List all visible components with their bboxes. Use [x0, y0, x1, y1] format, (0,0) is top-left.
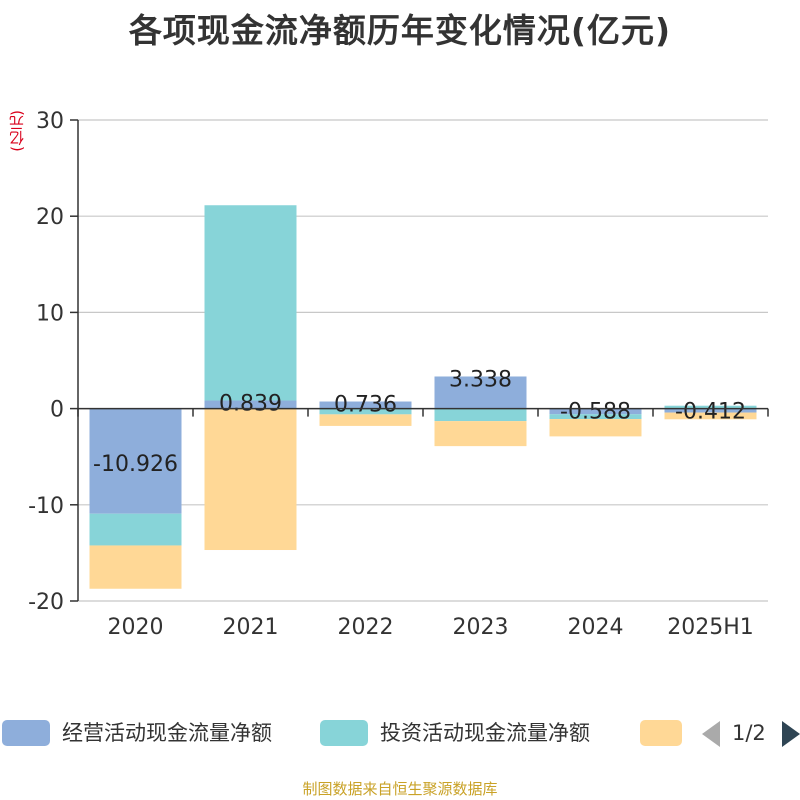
data-label-operating-2022: 0.736 — [334, 393, 397, 418]
legend-label-operating: 经营活动现金流量净额 — [62, 721, 272, 745]
legend-item-third-series[interactable] — [640, 716, 690, 750]
bar-third-series-2024[interactable] — [549, 419, 642, 437]
bar-operating-2024[interactable] — [549, 408, 642, 415]
bar-third-series-2021[interactable] — [204, 408, 297, 551]
y-tick-label: -20 — [28, 590, 64, 615]
y-tick-label: 20 — [36, 205, 64, 230]
x-tick-label: 2025H1 — [667, 615, 754, 640]
source-note: 制图数据来自恒生聚源数据库 — [302, 780, 498, 798]
x-tick-label: 2022 — [338, 615, 394, 640]
bar-operating-2025H1[interactable] — [664, 408, 757, 413]
bar-operating-2023[interactable] — [434, 376, 527, 409]
x-tick-label: 2020 — [108, 615, 164, 640]
data-label-operating-2021: 0.839 — [219, 392, 282, 417]
legend-swatch-investing — [320, 720, 368, 746]
legend-item-investing[interactable]: 投资活动现金流量净额 — [320, 716, 620, 750]
data-label-operating-2024: -0.588 — [560, 400, 631, 425]
bar-third-series-2023[interactable] — [434, 421, 527, 447]
x-tick-label: 2021 — [223, 615, 279, 640]
y-tick-label: 30 — [36, 109, 64, 134]
chart-title: 各项现金流净额历年变化情况(亿元) — [128, 11, 672, 50]
legend-swatch-third-series — [640, 720, 682, 746]
bar-third-series-2020[interactable] — [89, 545, 182, 589]
x-tick-label: 2023 — [453, 615, 509, 640]
legend-label-investing: 投资活动现金流量净额 — [380, 721, 590, 745]
bar-investing-2024[interactable] — [549, 414, 642, 420]
bar-operating-2020[interactable] — [89, 408, 182, 514]
bar-investing-2022[interactable] — [319, 408, 412, 415]
legend-page-indicator: 1/2 — [732, 721, 766, 745]
x-tick-label: 2024 — [568, 615, 624, 640]
data-label-operating-2025H1: -0.412 — [675, 400, 746, 425]
y-tick-label: 10 — [36, 301, 64, 326]
bar-third-series-2022[interactable] — [319, 414, 412, 426]
bar-investing-2020[interactable] — [89, 513, 182, 546]
bar-operating-2022[interactable] — [319, 401, 412, 409]
data-label-operating-2023: 3.338 — [449, 367, 512, 392]
data-label-operating-2020: -10.926 — [93, 452, 178, 477]
bar-third-series-2025H1[interactable] — [664, 412, 757, 420]
bar-investing-2021[interactable] — [204, 205, 297, 401]
legend-prev-page-icon[interactable] — [702, 721, 720, 747]
bar-investing-2025H1[interactable] — [664, 405, 757, 409]
legend-item-operating[interactable]: 经营活动现金流量净额 — [2, 716, 302, 750]
bar-operating-2021[interactable] — [204, 400, 297, 409]
y-tick-label: 0 — [50, 398, 64, 423]
bar-investing-2023[interactable] — [434, 408, 527, 422]
y-tick-label: -10 — [28, 494, 64, 519]
legend-next-page-icon[interactable] — [782, 721, 800, 747]
legend: 经营活动现金流量净额 投资活动现金流量净额 1/2 — [0, 716, 800, 756]
legend-swatch-operating — [2, 720, 50, 746]
legend-pager: 1/2 — [700, 716, 800, 750]
